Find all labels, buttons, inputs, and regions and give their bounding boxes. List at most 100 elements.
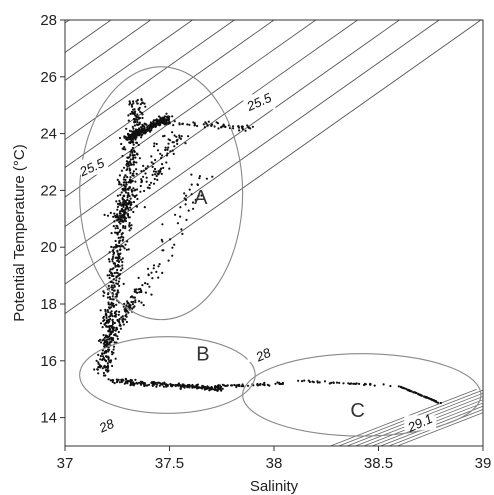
data-point — [118, 284, 121, 287]
data-point — [102, 371, 105, 375]
data-point — [171, 246, 174, 249]
data-point — [147, 274, 150, 277]
data-point — [163, 119, 166, 122]
data-point — [190, 173, 193, 176]
data-point — [103, 318, 106, 322]
data-point — [436, 401, 440, 404]
data-point — [428, 397, 431, 400]
data-point — [425, 396, 428, 399]
data-point — [169, 238, 172, 241]
data-point — [101, 353, 104, 356]
data-point — [192, 207, 195, 210]
data-point — [191, 385, 194, 388]
data-point — [213, 125, 216, 128]
data-point — [323, 380, 327, 383]
data-point — [134, 301, 137, 304]
data-point — [133, 296, 136, 299]
data-point — [128, 156, 131, 159]
data-point — [128, 178, 132, 181]
data-point — [162, 122, 165, 125]
density-contour-line — [65, 20, 400, 257]
data-point — [156, 178, 159, 181]
data-point — [112, 278, 115, 281]
data-point — [167, 142, 170, 145]
region-labels: A B C — [194, 187, 365, 422]
data-point — [132, 108, 135, 111]
data-point — [124, 174, 127, 177]
data-point — [133, 154, 136, 157]
data-point — [133, 124, 136, 127]
data-point — [126, 382, 129, 385]
data-point — [132, 194, 135, 197]
data-point — [145, 123, 148, 126]
data-point — [166, 152, 169, 155]
data-point — [123, 136, 126, 139]
data-point — [217, 384, 220, 387]
y-tick-label: 26 — [40, 69, 57, 86]
data-point — [256, 383, 259, 386]
data-point — [307, 379, 310, 382]
data-point — [106, 367, 109, 370]
data-point — [101, 367, 104, 370]
data-point — [362, 383, 366, 387]
data-point — [96, 368, 99, 371]
data-point — [140, 99, 143, 102]
data-point — [111, 319, 114, 322]
data-point — [316, 380, 319, 383]
data-point — [210, 124, 213, 127]
data-point — [217, 127, 220, 130]
data-point — [159, 122, 162, 125]
data-point — [135, 115, 138, 118]
data-point — [144, 282, 147, 285]
data-point — [95, 359, 98, 362]
data-point — [128, 160, 131, 163]
data-point — [121, 232, 124, 235]
data-point — [399, 385, 402, 388]
data-point — [200, 194, 203, 197]
data-point — [132, 102, 135, 105]
data-point — [266, 383, 269, 386]
data-point — [263, 381, 266, 384]
data-point — [137, 276, 140, 279]
data-point — [183, 197, 186, 200]
data-point — [127, 203, 130, 206]
data-point — [146, 282, 149, 286]
data-point — [128, 129, 132, 132]
data-point — [135, 194, 138, 197]
data-point — [101, 358, 104, 361]
data-point — [119, 210, 122, 213]
data-point — [174, 384, 177, 387]
data-point — [146, 384, 149, 387]
data-point — [107, 258, 111, 261]
data-point — [149, 181, 153, 184]
data-point — [124, 318, 127, 321]
data-point — [129, 296, 132, 299]
data-point — [176, 222, 179, 225]
data-point — [196, 387, 199, 390]
data-point — [162, 166, 165, 169]
data-point — [129, 112, 132, 115]
data-point — [203, 126, 206, 129]
data-point — [128, 225, 131, 228]
data-point — [110, 284, 114, 287]
data-point — [116, 335, 119, 338]
data-point — [144, 105, 147, 108]
data-point — [145, 180, 148, 183]
data-point — [103, 213, 106, 216]
data-point — [104, 374, 107, 377]
data-point — [202, 385, 205, 388]
data-point — [196, 183, 199, 186]
data-point — [139, 287, 142, 290]
data-point — [202, 123, 205, 126]
data-point — [150, 122, 153, 125]
data-point — [131, 146, 134, 150]
data-point — [112, 215, 115, 218]
data-point — [127, 138, 130, 141]
data-point — [330, 381, 333, 384]
data-point — [184, 198, 188, 201]
data-point — [151, 173, 154, 176]
data-point — [116, 272, 119, 275]
data-point — [105, 325, 108, 328]
data-point — [217, 385, 220, 388]
